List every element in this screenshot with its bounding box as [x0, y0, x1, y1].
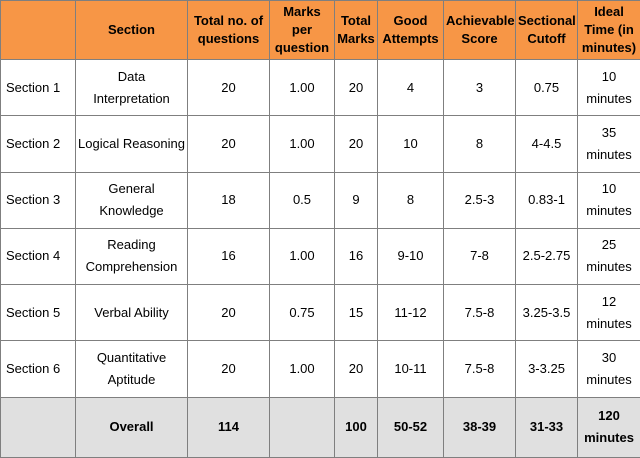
overall-marks-per-question — [269, 396, 335, 458]
sectional-cutoff: 2.5-2.75 — [515, 227, 578, 286]
total-questions: 20 — [187, 115, 270, 173]
overall-total-marks: 100 — [334, 396, 378, 458]
marks-per-question: 1.00 — [269, 58, 335, 117]
achievable-score: 8 — [443, 115, 516, 173]
achievable-score: 7.5-8 — [443, 284, 516, 342]
total-marks: 9 — [334, 171, 378, 229]
header-cell-ideal-time: Ideal Time (in minutes) — [577, 0, 640, 60]
section-name: Reading Comprehension — [75, 227, 188, 286]
section-name: Data Interpretation — [75, 58, 188, 117]
header-cell-achievable-score: Achievable Score — [443, 0, 516, 60]
marks-per-question: 1.00 — [269, 115, 335, 173]
total-marks: 20 — [334, 340, 378, 398]
table-row: Section 6 Quantitative Aptitude 20 1.00 … — [0, 340, 640, 398]
marks-per-question: 0.75 — [269, 284, 335, 342]
section-name: Verbal Ability — [75, 284, 188, 342]
header-cell-sectional-cutoff: Sectional Cutoff — [515, 0, 578, 60]
overall-blank — [0, 396, 76, 458]
header-cell-total-questions: Total no. of questions — [187, 0, 270, 60]
row-label: Section 4 — [0, 227, 76, 286]
ideal-time: 35 minutes — [577, 115, 640, 173]
achievable-score: 7-8 — [443, 227, 516, 286]
overall-total-questions: 114 — [187, 396, 270, 458]
overall-sectional-cutoff: 31-33 — [515, 396, 578, 458]
ideal-time: 25 minutes — [577, 227, 640, 286]
sectional-cutoff: 3.25-3.5 — [515, 284, 578, 342]
header-cell-good-attempts: Good Attempts — [377, 0, 444, 60]
header-row: Section Total no. of questions Marks per… — [0, 0, 640, 60]
row-label: Section 5 — [0, 284, 76, 342]
total-marks: 20 — [334, 58, 378, 117]
ideal-time: 12 minutes — [577, 284, 640, 342]
total-questions: 20 — [187, 284, 270, 342]
total-questions: 18 — [187, 171, 270, 229]
header-cell-blank — [0, 0, 76, 60]
total-marks: 20 — [334, 115, 378, 173]
section-name: Quantitative Aptitude — [75, 340, 188, 398]
row-label: Section 2 — [0, 115, 76, 173]
total-questions: 20 — [187, 340, 270, 398]
table-row: Section 1 Data Interpretation 20 1.00 20… — [0, 58, 640, 117]
ideal-time: 30 minutes — [577, 340, 640, 398]
total-questions: 20 — [187, 58, 270, 117]
table-row: Section 5 Verbal Ability 20 0.75 15 11-1… — [0, 284, 640, 342]
header-cell-section: Section — [75, 0, 188, 60]
section-name: General Knowledge — [75, 171, 188, 229]
achievable-score: 7.5-8 — [443, 340, 516, 398]
achievable-score: 2.5-3 — [443, 171, 516, 229]
marks-per-question: 1.00 — [269, 340, 335, 398]
overall-good-attempts: 50-52 — [377, 396, 444, 458]
overall-label: Overall — [75, 396, 188, 458]
section-name: Logical Reasoning — [75, 115, 188, 173]
sectional-cutoff: 0.83-1 — [515, 171, 578, 229]
ideal-time: 10 minutes — [577, 171, 640, 229]
row-label: Section 3 — [0, 171, 76, 229]
good-attempts: 9-10 — [377, 227, 444, 286]
ideal-time: 10 minutes — [577, 58, 640, 117]
overall-row: Overall 114 100 50-52 38-39 31-33 120 mi… — [0, 396, 640, 458]
good-attempts: 8 — [377, 171, 444, 229]
sectional-cutoff: 3-3.25 — [515, 340, 578, 398]
good-attempts: 4 — [377, 58, 444, 117]
sectional-cutoff: 0.75 — [515, 58, 578, 117]
total-marks: 15 — [334, 284, 378, 342]
good-attempts: 10 — [377, 115, 444, 173]
marks-per-question: 0.5 — [269, 171, 335, 229]
total-questions: 16 — [187, 227, 270, 286]
overall-ideal-time: 120 minutes — [577, 396, 640, 458]
good-attempts: 11-12 — [377, 284, 444, 342]
total-marks: 16 — [334, 227, 378, 286]
overall-achievable-score: 38-39 — [443, 396, 516, 458]
table-row: Section 2 Logical Reasoning 20 1.00 20 1… — [0, 115, 640, 173]
header-cell-total-marks: Total Marks — [334, 0, 378, 60]
table-row: Section 3 General Knowledge 18 0.5 9 8 2… — [0, 171, 640, 229]
table-row: Section 4 Reading Comprehension 16 1.00 … — [0, 227, 640, 286]
header-cell-marks-per-question: Marks per question — [269, 0, 335, 60]
sectional-cutoff: 4-4.5 — [515, 115, 578, 173]
row-label: Section 1 — [0, 58, 76, 117]
achievable-score: 3 — [443, 58, 516, 117]
marks-per-question: 1.00 — [269, 227, 335, 286]
row-label: Section 6 — [0, 340, 76, 398]
good-attempts: 10-11 — [377, 340, 444, 398]
